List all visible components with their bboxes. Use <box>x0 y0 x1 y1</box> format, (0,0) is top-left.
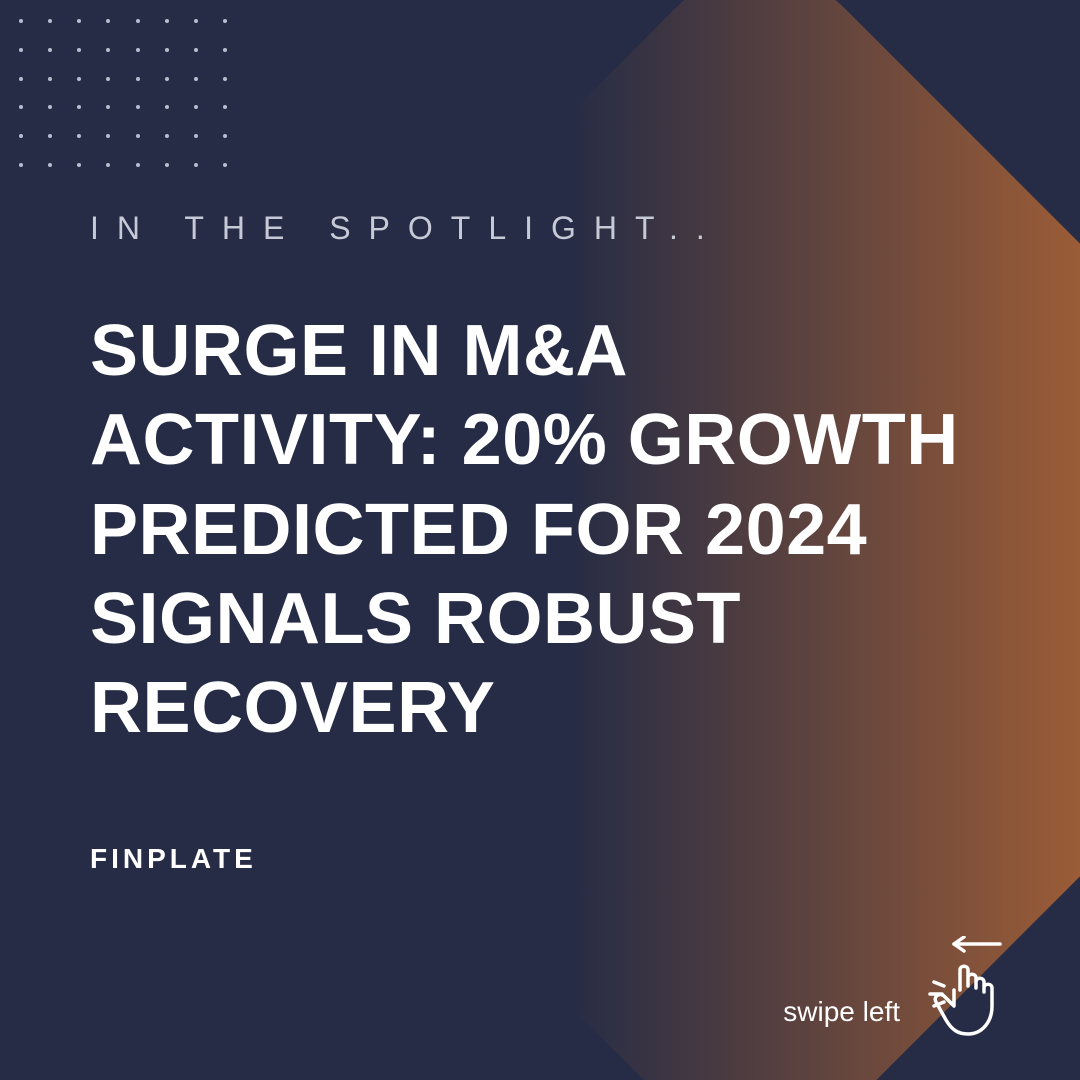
swipe-label: swipe left <box>783 996 900 1028</box>
infographic-card: IN THE SPOTLIGHT.. SURGE IN M&A ACTIVITY… <box>0 0 1080 1080</box>
swipe-left-hint[interactable]: swipe left <box>783 936 1020 1046</box>
headline-text: SURGE IN M&A ACTIVITY: 20% GROWTH PREDIC… <box>90 307 970 753</box>
eyebrow-text: IN THE SPOTLIGHT.. <box>90 210 990 247</box>
content-area: IN THE SPOTLIGHT.. SURGE IN M&A ACTIVITY… <box>0 0 1080 1080</box>
swipe-hand-icon <box>924 936 1020 1046</box>
brand-name: FINPLATE <box>90 843 990 875</box>
